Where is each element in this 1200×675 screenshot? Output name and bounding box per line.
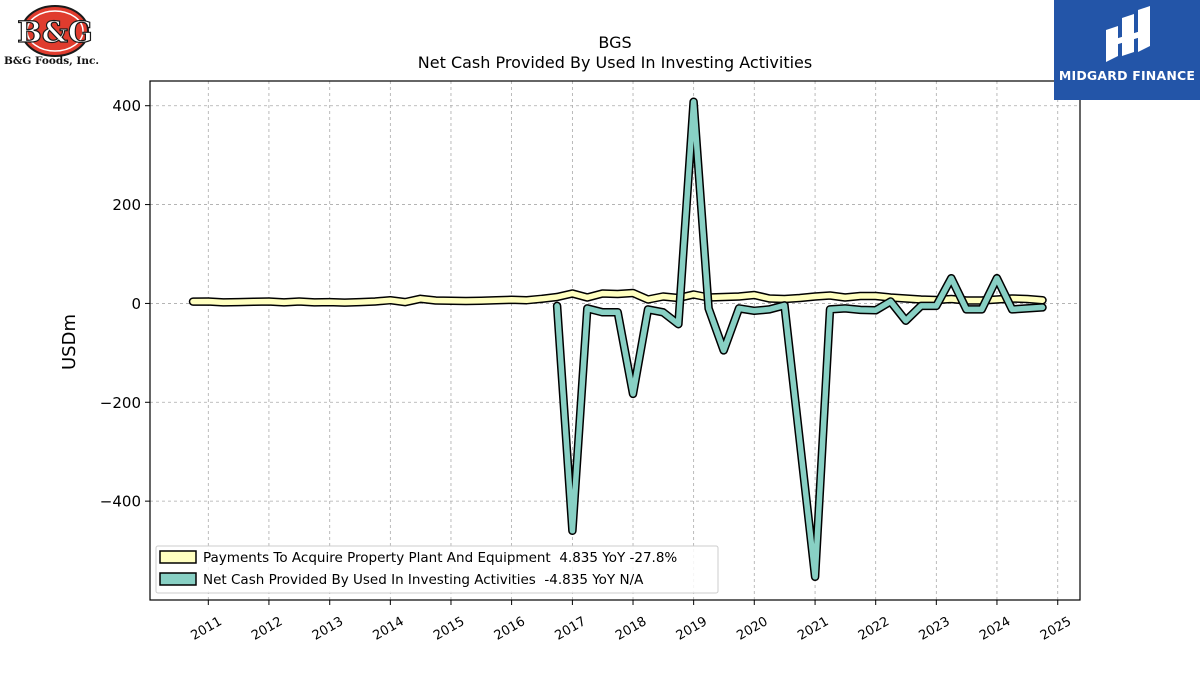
legend: Payments To Acquire Property Plant And E… [155,545,719,594]
legend-swatch-investing [159,572,197,586]
x-tick-label: 2011 [188,614,224,644]
plot-frame [149,80,1081,601]
x-tick-label: 2024 [977,614,1013,644]
grid-lines [150,81,1080,600]
x-tick-label: 2014 [371,614,407,644]
y-tick-label: −200 [100,394,141,412]
bg-foods-logo-icon: B&G [17,5,93,57]
series-1-line [554,99,1046,580]
company-logo: B&G B&G Foods, Inc. [0,0,120,75]
y-axis-ticks: 400 200 0 −200 −400 [100,97,150,511]
chart-title: BGS [598,33,631,52]
x-tick-label: 2016 [492,614,528,644]
legend-label-investing: Net Cash Provided By Used In Investing A… [203,572,644,588]
legend-label-capex: Payments To Acquire Property Plant And E… [203,550,677,566]
brand-badge: MIDGARD FINANCE [1054,0,1200,100]
x-tick-label: 2015 [431,614,467,644]
logo-mark: B&G [17,15,92,49]
series-0-line [190,290,1046,306]
legend-box [155,545,719,594]
x-tick-label: 2017 [553,614,589,644]
y-tick-label: 200 [112,196,141,214]
midgard-logo-icon [1106,6,1150,62]
y-axis-label: USDm [59,314,80,370]
x-tick-label: 2018 [613,614,649,644]
x-tick-label: 2023 [916,614,952,644]
company-name: B&G Foods, Inc. [4,55,100,67]
x-tick-label: 2019 [674,614,710,644]
x-tick-label: 2012 [249,614,285,644]
x-tick-label: 2020 [734,614,770,644]
y-tick-label: 0 [131,295,141,313]
x-tick-label: 2022 [856,614,892,644]
series-1-outline [552,97,1047,582]
chart-subtitle: Net Cash Provided By Used In Investing A… [418,53,812,72]
brand-name: MIDGARD FINANCE [1058,68,1196,83]
y-tick-label: 400 [112,97,141,115]
y-tick-label: −400 [100,493,141,511]
x-tick-label: 2025 [1038,614,1074,644]
legend-swatch-capex [159,550,197,564]
x-axis-ticks: 2011 2012 2013 2014 2015 2016 2017 2018 2019 2020… [188,600,1074,644]
series-lines [188,97,1047,582]
x-tick-label: 2013 [310,614,346,644]
x-tick-label: 2021 [795,614,831,644]
